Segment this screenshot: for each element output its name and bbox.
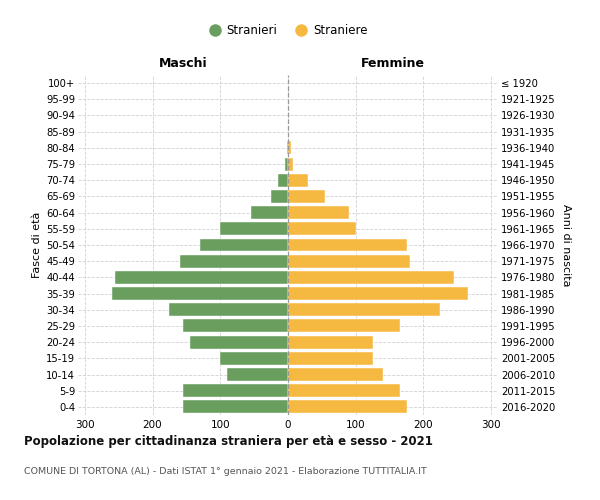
Text: COMUNE DI TORTONA (AL) - Dati ISTAT 1° gennaio 2021 - Elaborazione TUTTITALIA.IT: COMUNE DI TORTONA (AL) - Dati ISTAT 1° g… (24, 468, 427, 476)
Bar (288, 254, 410, 268)
Bar (288, 400, 407, 413)
Bar (288, 190, 325, 203)
Bar (285, 158, 288, 170)
Bar (183, 384, 288, 397)
Bar (287, 142, 288, 154)
Bar (288, 287, 467, 300)
Bar (288, 352, 373, 365)
Bar (220, 352, 288, 365)
Bar (288, 336, 373, 348)
Bar (288, 206, 349, 219)
Bar (288, 142, 292, 154)
Bar (169, 304, 288, 316)
Bar (227, 368, 288, 381)
Bar (183, 320, 288, 332)
Bar (288, 368, 383, 381)
Y-axis label: Anni di nascita: Anni di nascita (561, 204, 571, 286)
Text: Maschi: Maschi (158, 57, 208, 70)
Bar (288, 384, 400, 397)
Bar (220, 222, 288, 235)
Text: Popolazione per cittadinanza straniera per età e sesso - 2021: Popolazione per cittadinanza straniera p… (24, 435, 433, 448)
Bar (288, 271, 454, 284)
Text: Femmine: Femmine (361, 57, 425, 70)
Bar (271, 190, 288, 203)
Bar (288, 320, 400, 332)
Bar (112, 287, 288, 300)
Bar (251, 206, 288, 219)
Bar (288, 304, 440, 316)
Bar (179, 254, 288, 268)
Bar (183, 400, 288, 413)
Bar (288, 238, 407, 252)
Bar (200, 238, 288, 252)
Bar (190, 336, 288, 348)
Bar (115, 271, 288, 284)
Legend: Stranieri, Straniere: Stranieri, Straniere (204, 20, 372, 42)
Y-axis label: Fasce di età: Fasce di età (32, 212, 42, 278)
Bar (288, 174, 308, 186)
Bar (288, 222, 356, 235)
Bar (278, 174, 288, 186)
Bar (288, 158, 293, 170)
